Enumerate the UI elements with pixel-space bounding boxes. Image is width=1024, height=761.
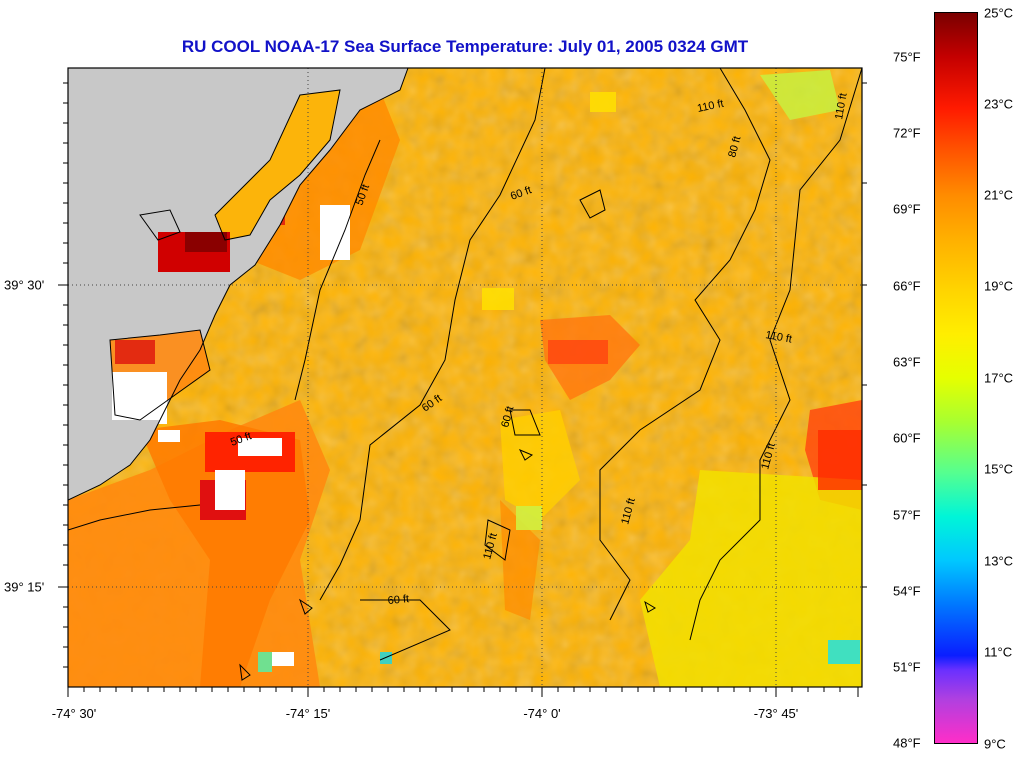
colorbar-c-label: 17°C (984, 370, 1014, 386)
contour-label-110ft-e: 110 ft (833, 92, 849, 120)
warm-region-coast (140, 420, 310, 687)
colorbar-c-label: 19°C (984, 278, 1014, 294)
cool-patch-1 (482, 288, 514, 310)
cool-patch-2 (590, 92, 616, 112)
temperature-colorbar (934, 12, 978, 744)
contour-label-110ft-mid: 110 ft (764, 329, 792, 345)
map-title: RU COOL NOAA-17 Sea Surface Temperature:… (181, 37, 749, 56)
nodata-3 (238, 438, 282, 456)
lon-label-4: -73° 45' (753, 706, 799, 721)
inlet-red-overlay (115, 340, 155, 364)
contour-label-60ft-south: 60 ft (387, 593, 409, 607)
nodata-7 (158, 430, 180, 442)
lon-label-3: -74° 0' (523, 706, 561, 721)
cool-patch-6 (380, 652, 392, 664)
cool-region-center (500, 410, 580, 520)
lat-label-2: 39° 15' (4, 579, 45, 595)
bay-dark-overlay (185, 232, 227, 252)
contour-label-80ft: 80 ft (726, 135, 743, 159)
cool-patch-3 (828, 640, 860, 664)
lat-label-1: 39° 30' (4, 277, 45, 293)
colorbar-f-label: 57°F (893, 507, 921, 523)
contour-label-110ft-ne: 110 ft (696, 98, 725, 115)
cool-patch-5 (258, 652, 272, 672)
nodata-6 (272, 652, 294, 666)
hot-spot-east (818, 430, 862, 490)
colorbar-f-label: 51°F (893, 659, 921, 675)
colorbar-c-label: 11°C (984, 644, 1013, 660)
map-frame (67, 67, 863, 688)
axis-ticks (58, 82, 867, 697)
contour-label-60ft-small: 60 ft (499, 405, 516, 429)
colorbar-f-label: 48°F (893, 735, 921, 751)
colorbar-f-label: 72°F (893, 125, 921, 141)
colorbar-f-label: 63°F (893, 354, 921, 370)
colorbar-f-label: 60°F (893, 430, 921, 446)
colorbar-c-label: 21°C (984, 187, 1014, 203)
colorbar-f-label: 75°F (893, 49, 921, 65)
cool-region-east (640, 470, 862, 687)
nodata-bay (112, 372, 167, 420)
colorbar-f-label: 69°F (893, 201, 921, 217)
colorbar-c-label: 9°C (984, 736, 1006, 752)
graticule (68, 68, 862, 687)
colorbar-c-label: 25°C (984, 5, 1014, 21)
depth-contours (68, 68, 862, 681)
colorbar-c-label: 23°C (984, 96, 1014, 112)
colorbar-c-label: 13°C (984, 553, 1014, 569)
coastline (68, 68, 409, 501)
colorbar-f-label: 54°F (893, 583, 921, 599)
colorbar-f-label: 66°F (893, 278, 921, 294)
back-bay-water (215, 90, 340, 240)
lon-label-1: -74° 30' (51, 706, 97, 721)
cool-patch-4 (516, 506, 542, 530)
colorbar-c-label: 15°C (984, 461, 1014, 477)
lon-label-2: -74° 15' (285, 706, 331, 721)
nodata-1 (320, 205, 350, 260)
hot-spot-center (548, 340, 608, 364)
cool-region-northeast (760, 70, 840, 120)
coastline-bay (109, 89, 341, 421)
nodata-2 (215, 470, 245, 510)
